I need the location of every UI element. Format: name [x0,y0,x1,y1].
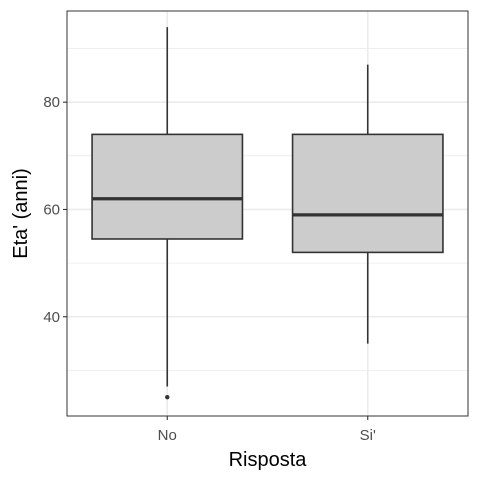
y-axis-title: Eta' (anni) [10,168,32,259]
box-layer [91,27,444,400]
y-tick-label: 60 [43,201,60,218]
y-tick-label: 80 [43,94,60,111]
x-tick-label: Si' [360,427,376,444]
outlier-point [165,395,170,400]
box-iqr [291,133,444,254]
box-iqr [91,133,244,240]
x-tick-label: No [158,427,177,444]
x-axis-title: Risposta [229,449,308,471]
y-tick-label: 40 [43,309,60,326]
panel-border [66,10,469,417]
axis-layer: 40 60 80 No Si' [43,94,376,444]
